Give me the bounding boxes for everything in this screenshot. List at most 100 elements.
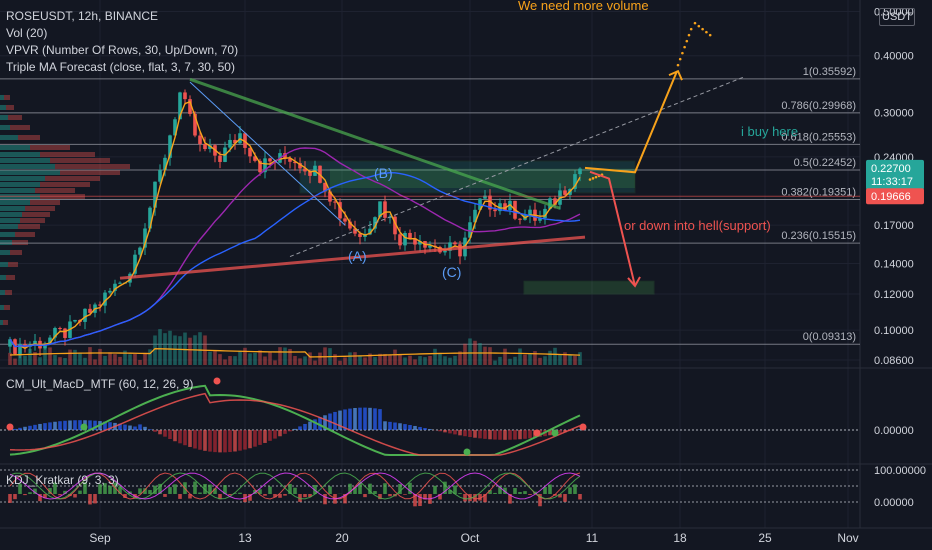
time-axis-label: Oct [461,531,480,545]
macd-histogram-bar [118,423,122,430]
vpvr-bar-up [0,145,30,150]
kdj-histogram-bar [48,488,52,494]
volume-bar [303,356,307,365]
macd-histogram-bar [288,430,292,432]
kdj-histogram-bar [263,494,267,496]
macd-histogram-bar [178,430,182,444]
volume-bar [483,346,487,365]
macd-histogram-bar [548,430,552,436]
currency-badge[interactable]: USDT [879,8,915,26]
vpvr-bar-down [20,218,45,223]
candle-body [173,119,177,136]
macd-histogram-bar [453,430,457,435]
kdj-histogram-bar [18,483,22,494]
macd-histogram-bar [243,430,247,450]
vpvr-bar-up [0,232,15,237]
kdj-histogram-bar [33,488,37,494]
vpvr-bar-up [0,170,60,175]
dotted-projection [708,33,712,37]
kdj-histogram-bar [158,483,162,494]
kdj-histogram-bar [283,494,287,496]
kdj-histogram-bar [478,494,482,501]
volume-bar [418,356,422,365]
macd-histogram-bar [403,424,407,430]
ascending-support-line [119,235,586,280]
macd-histogram-bar [498,430,502,440]
volume-bar [413,359,417,365]
symbol-title[interactable]: ROSEUSDT, 12h, BINANCE [6,9,159,23]
indicator-triple-ma[interactable]: Triple MA Forecast (close, flat, 3, 7, 3… [6,60,235,74]
volume-bar [573,355,577,365]
kdj-histogram-bar [208,484,212,494]
macd-histogram-bar [133,426,137,430]
macd-histogram-bar [523,430,527,439]
candle-body [358,233,362,237]
macd-histogram-bar [463,430,467,437]
candle-body [408,232,412,239]
macd-cross-dot [579,423,587,431]
macd-histogram-bar [163,430,167,437]
indicator-vpvr[interactable]: VPVR (Number Of Rows, 30, Up/Down, 70) [6,43,239,57]
macd-histogram-bar [493,430,497,440]
candle-body [73,319,77,322]
price-tick: 0.40000 [874,51,914,63]
volume-bar [253,352,257,365]
candle-body [153,181,157,208]
volume-bar [33,352,37,365]
kdj-histogram-bar [188,494,192,499]
volume-bar [383,354,387,365]
candle-body [263,158,267,173]
volume-bar [48,347,52,365]
kdj-histogram-bar [423,494,427,500]
macd-histogram-bar [258,430,262,445]
indicator-volume[interactable]: Vol (20) [6,26,48,40]
macd-cross-dot [551,429,559,437]
macd-axis-label: 0.00000 [874,425,914,437]
kdj-histogram-bar [268,486,272,494]
dotted-projection [678,57,682,61]
kdj-histogram-bar [303,494,307,498]
volume-bar [373,357,377,365]
vpvr-bar-down [12,240,28,245]
volume-bar [173,335,177,365]
kdj-histogram-bar [363,494,367,498]
kdj-axis-100: 100.00000 [874,465,926,477]
candle-body [443,250,447,253]
volume-bar [518,348,522,365]
macd-histogram-bar [148,429,152,430]
macd-histogram-bar [128,425,132,430]
vpvr-bar-down [15,232,35,237]
volume-bar [183,332,187,365]
volume-bar [343,357,347,365]
time-axis-label: 20 [335,531,349,545]
macd-panel-title[interactable]: CM_Ult_MacD_MTF (60, 12, 26, 9) [6,377,194,391]
macd-histogram-bar [218,430,222,453]
annotation-down: or down into hell(support) [624,218,771,233]
volume-bar [493,360,497,365]
volume-bar [258,350,262,365]
candle-body [333,201,337,203]
kdj-panel-title[interactable]: KDJ_Kratkar (9, 3, 3) [6,473,119,487]
candle-body [148,207,152,229]
vpvr-bar-down [18,135,40,140]
vpvr-bar-down [50,158,110,163]
kdj-histogram-bar [8,494,12,503]
volume-bar [53,355,57,365]
macd-histogram-bar [518,430,522,440]
volume-bar [113,354,117,365]
vpvr-bar-down [4,95,10,100]
kdj-histogram-bar [368,483,372,494]
kdj-histogram-bar [343,494,347,504]
macd-histogram-bar [388,421,392,430]
volume-bar [213,351,217,365]
candle-body [63,328,67,338]
ma-slow-line [9,171,581,348]
candle-body [403,232,407,246]
vpvr-bar-up [0,218,20,223]
macd-histogram-bar [53,421,57,430]
volume-bar [478,343,482,365]
kdj-histogram-bar [288,483,292,494]
candle-body [108,290,112,293]
down-projection-arrowhead [627,276,641,288]
